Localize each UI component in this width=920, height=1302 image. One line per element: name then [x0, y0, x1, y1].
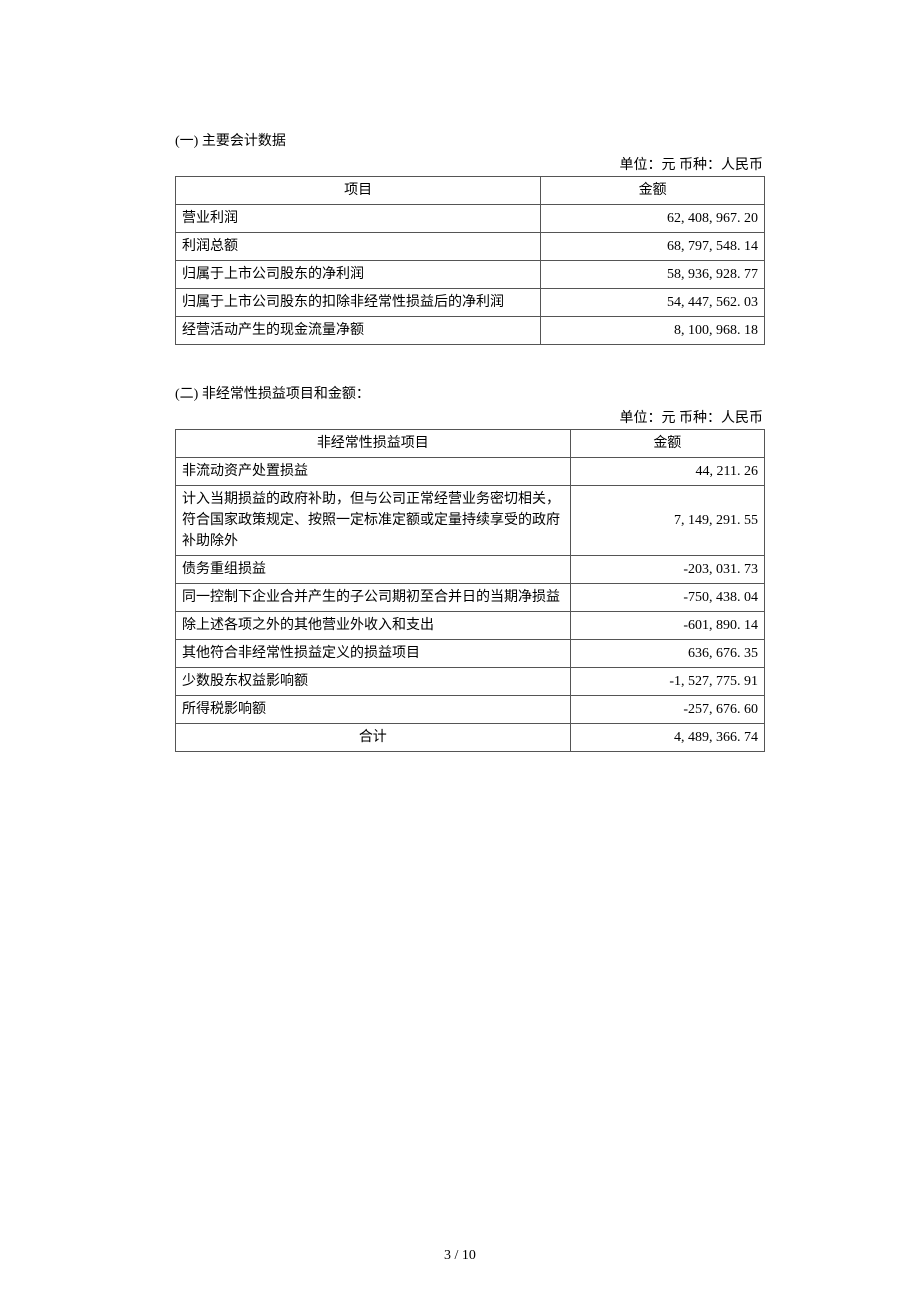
- table-total-row: 合计 4, 489, 366. 74: [176, 724, 765, 752]
- table-row: 归属于上市公司股东的扣除非经常性损益后的净利润 54, 447, 562. 03: [176, 289, 765, 317]
- row-amount: 68, 797, 548. 14: [541, 233, 765, 261]
- row-amount: -601, 890. 14: [570, 612, 764, 640]
- table-row: 计入当期损益的政府补助，但与公司正常经营业务密切相关，符合国家政策规定、按照一定…: [176, 486, 765, 556]
- row-label: 非流动资产处置损益: [176, 458, 571, 486]
- row-amount: -1, 527, 775. 91: [570, 668, 764, 696]
- total-label: 合计: [176, 724, 571, 752]
- table-row: 经营活动产生的现金流量净额 8, 100, 968. 18: [176, 317, 765, 345]
- total-amount: 4, 489, 366. 74: [570, 724, 764, 752]
- table-header-row: 非经常性损益项目 金额: [176, 430, 765, 458]
- row-amount: 7, 149, 291. 55: [570, 486, 764, 556]
- row-label: 所得税影响额: [176, 696, 571, 724]
- table-row: 所得税影响额 -257, 676. 60: [176, 696, 765, 724]
- table-row: 利润总额 68, 797, 548. 14: [176, 233, 765, 261]
- row-amount: 54, 447, 562. 03: [541, 289, 765, 317]
- row-amount: -203, 031. 73: [570, 556, 764, 584]
- row-label: 计入当期损益的政府补助，但与公司正常经营业务密切相关，符合国家政策规定、按照一定…: [176, 486, 571, 556]
- header-item: 非经常性损益项目: [176, 430, 571, 458]
- accounting-data-table: 项目 金额 营业利润 62, 408, 967. 20 利润总额 68, 797…: [175, 176, 765, 345]
- row-amount: 62, 408, 967. 20: [541, 205, 765, 233]
- header-amount: 金额: [570, 430, 764, 458]
- section1-heading: (一) 主要会计数据: [175, 130, 765, 150]
- row-amount: -257, 676. 60: [570, 696, 764, 724]
- row-label: 归属于上市公司股东的扣除非经常性损益后的净利润: [176, 289, 541, 317]
- row-label: 营业利润: [176, 205, 541, 233]
- table-row: 债务重组损益 -203, 031. 73: [176, 556, 765, 584]
- row-amount: 44, 211. 26: [570, 458, 764, 486]
- table-row: 非流动资产处置损益 44, 211. 26: [176, 458, 765, 486]
- table-row: 营业利润 62, 408, 967. 20: [176, 205, 765, 233]
- table-row: 其他符合非经常性损益定义的损益项目 636, 676. 35: [176, 640, 765, 668]
- row-label: 其他符合非经常性损益定义的损益项目: [176, 640, 571, 668]
- table-row: 少数股东权益影响额 -1, 527, 775. 91: [176, 668, 765, 696]
- row-label: 归属于上市公司股东的净利润: [176, 261, 541, 289]
- row-label: 经营活动产生的现金流量净额: [176, 317, 541, 345]
- row-amount: 58, 936, 928. 77: [541, 261, 765, 289]
- row-label: 除上述各项之外的其他营业外收入和支出: [176, 612, 571, 640]
- section2-heading: (二) 非经常性损益项目和金额：: [175, 383, 765, 403]
- page-footer: 3 / 10: [0, 1248, 920, 1264]
- section2-unit: 单位：元 币种：人民币: [175, 407, 765, 427]
- row-label: 同一控制下企业合并产生的子公司期初至合并日的当期净损益: [176, 584, 571, 612]
- row-amount: -750, 438. 04: [570, 584, 764, 612]
- row-label: 利润总额: [176, 233, 541, 261]
- header-item: 项目: [176, 177, 541, 205]
- table-row: 除上述各项之外的其他营业外收入和支出 -601, 890. 14: [176, 612, 765, 640]
- table-row: 归属于上市公司股东的净利润 58, 936, 928. 77: [176, 261, 765, 289]
- table-header-row: 项目 金额: [176, 177, 765, 205]
- nonrecurring-items-table: 非经常性损益项目 金额 非流动资产处置损益 44, 211. 26 计入当期损益…: [175, 429, 765, 752]
- header-amount: 金额: [541, 177, 765, 205]
- row-amount: 8, 100, 968. 18: [541, 317, 765, 345]
- row-amount: 636, 676. 35: [570, 640, 764, 668]
- row-label: 债务重组损益: [176, 556, 571, 584]
- row-label: 少数股东权益影响额: [176, 668, 571, 696]
- table-row: 同一控制下企业合并产生的子公司期初至合并日的当期净损益 -750, 438. 0…: [176, 584, 765, 612]
- section1-unit: 单位：元 币种：人民币: [175, 154, 765, 174]
